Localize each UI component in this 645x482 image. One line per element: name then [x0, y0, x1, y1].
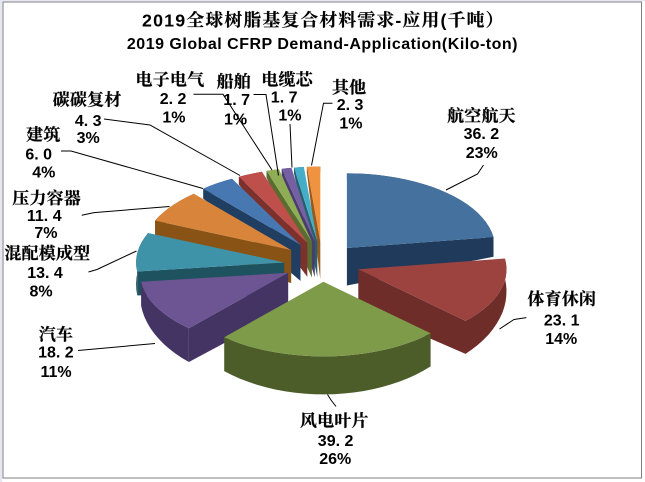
svg-text:4%: 4% [32, 165, 55, 182]
svg-text:11. 4: 11. 4 [27, 208, 62, 225]
svg-text:-: - [395, 10, 402, 30]
svg-text:1%: 1% [224, 112, 247, 129]
svg-text:1. 7: 1. 7 [271, 89, 298, 106]
svg-text:2019: 2019 [142, 10, 186, 30]
svg-text:26%: 26% [319, 451, 351, 468]
svg-text:1%: 1% [278, 108, 301, 125]
svg-text:2019 Global CFRP Demand-Applic: 2019 Global CFRP Demand-Application(Kilo… [127, 36, 518, 53]
svg-text:11%: 11% [41, 364, 72, 381]
svg-text:2. 3: 2. 3 [337, 97, 364, 114]
svg-text:8%: 8% [30, 284, 53, 301]
svg-text:18. 2: 18. 2 [38, 345, 74, 362]
svg-text:36. 2: 36. 2 [464, 126, 500, 143]
svg-text:23%: 23% [466, 145, 498, 162]
svg-text:6. 0: 6. 0 [25, 147, 52, 164]
svg-text:7%: 7% [34, 225, 57, 242]
svg-text:(: ( [441, 10, 448, 30]
svg-text:3%: 3% [77, 130, 100, 147]
svg-text:1. 7: 1. 7 [223, 92, 250, 109]
svg-text:1%: 1% [162, 110, 185, 127]
svg-text:39. 2: 39. 2 [318, 433, 354, 450]
svg-text:23. 1: 23. 1 [544, 312, 580, 329]
svg-text:1%: 1% [339, 115, 362, 132]
svg-text:14%: 14% [545, 331, 577, 348]
svg-text:2. 2: 2. 2 [160, 91, 187, 108]
svg-text:13. 4: 13. 4 [27, 265, 63, 282]
svg-text:4. 3: 4. 3 [75, 113, 102, 130]
